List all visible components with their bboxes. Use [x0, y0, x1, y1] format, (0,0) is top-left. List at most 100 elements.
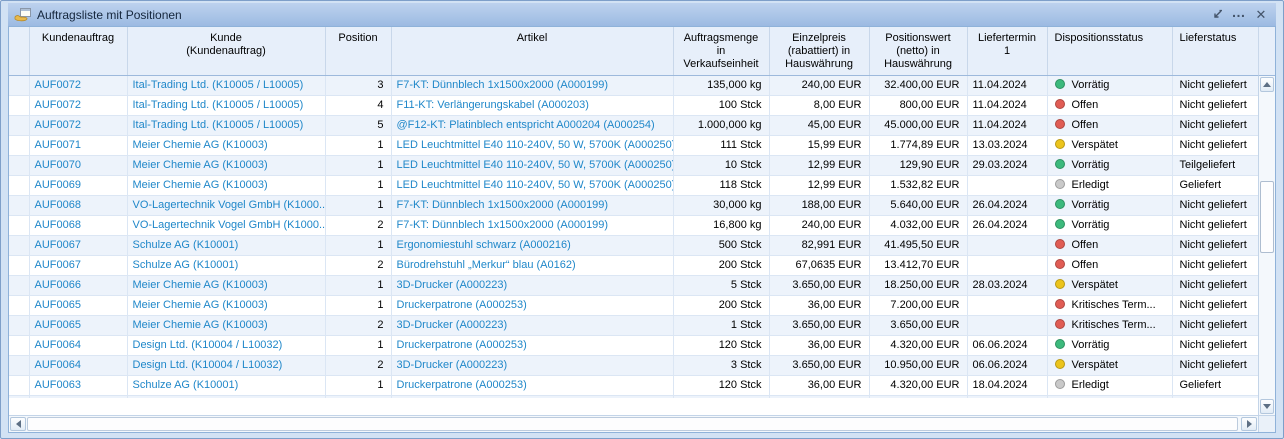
scroll-up-icon[interactable] — [1260, 77, 1274, 92]
cell-auftrag[interactable]: AUF0068 — [29, 215, 128, 236]
cell-kunde[interactable]: Ital-Trading Ltd. (K10005 / L10005) — [127, 115, 326, 136]
cell-auftrag[interactable]: AUF0065 — [29, 315, 128, 336]
scroll-right-icon[interactable] — [1241, 417, 1257, 431]
collapse-window-icon[interactable] — [1206, 6, 1228, 24]
dispo-status-label: Offen — [1071, 259, 1099, 271]
cell-artikel[interactable]: Druckerpatrone (A000253) — [391, 335, 674, 356]
column-header-auftrag[interactable]: Kundenauftrag — [29, 27, 128, 76]
cell-artikel[interactable]: LED Leuchtmittel E40 110-240V, 50 W, 570… — [391, 155, 674, 176]
table-row[interactable]: AUF0072 Ital-Trading Ltd. (K10005 / L1000… — [9, 75, 1259, 96]
table-row[interactable]: AUF0072 Ital-Trading Ltd. (K10005 / L1000… — [9, 95, 1259, 116]
cell-artikel[interactable]: Bürodrehstuhl „Merkur“ blau (A0162) — [391, 255, 674, 276]
cell-kunde[interactable]: Meier Chemie AG (K10003) — [127, 275, 326, 296]
column-header-lieferstatus[interactable]: Lieferstatus — [1172, 27, 1259, 76]
cell-auftrag[interactable]: AUF0067 — [29, 235, 128, 256]
column-header-kunde[interactable]: Kunde (Kundenauftrag) — [127, 27, 326, 76]
cell-kunde[interactable]: VO-Lagertechnik Vogel GmbH (K1000... — [127, 215, 326, 236]
cell-artikel[interactable]: LED Leuchtmittel E40 110-240V, 50 W, 570… — [391, 175, 674, 196]
cell-artikel[interactable]: F7-KT: Dünnblech 1x1500x2000 (A000199) — [391, 75, 674, 96]
table-row[interactable]: AUF0068 VO-Lagertechnik Vogel GmbH (K1000… — [9, 215, 1259, 236]
cell-wert: 18.250,00 EUR — [869, 275, 968, 296]
cell-auftrag[interactable]: AUF0063 — [29, 375, 128, 396]
cell-menge — [673, 395, 770, 398]
cell-artikel[interactable]: @F12-KT: Platinblech entspricht A000204 … — [391, 115, 674, 136]
cell-kunde[interactable]: VO-Lagertechnik Vogel GmbH (K1000... — [127, 195, 326, 216]
horizontal-scroll-track[interactable] — [27, 416, 1240, 432]
column-header-preis[interactable]: Einzelpreis (rabattiert) in Hauswährung — [769, 27, 870, 76]
cell-artikel[interactable]: 3D-Drucker (A000223) — [391, 275, 674, 296]
table-row[interactable]: AUF0070 Meier Chemie AG (K10003) 1 LED Leuc… — [9, 155, 1259, 176]
cell-kunde[interactable]: Meier Chemie AG (K10003) — [127, 175, 326, 196]
cell-kunde[interactable]: Schulze AG (K10001) — [127, 255, 326, 276]
column-header-position[interactable]: Position — [325, 27, 392, 76]
scroll-down-icon[interactable] — [1260, 399, 1274, 414]
cell-kunde[interactable]: Meier Chemie AG (K10003) — [127, 315, 326, 336]
scroll-left-icon[interactable] — [10, 417, 26, 431]
table-row[interactable]: AUF0067 Schulze AG (K10001) 2 Bürodrehstuhl… — [9, 255, 1259, 276]
dispo-status-label: Erledigt — [1071, 379, 1109, 391]
cell-kunde[interactable]: Meier Chemie AG (K10003) — [127, 295, 326, 316]
table-row[interactable]: AUF0064 Design Ltd. (K10004 / L10032) 2 3D-… — [9, 355, 1259, 376]
table-row[interactable]: AUF0072 Ital-Trading Ltd. (K10005 / L1000… — [9, 115, 1259, 136]
cell-position: 4 — [325, 95, 392, 116]
cell-auftrag[interactable]: AUF0070 — [29, 155, 128, 176]
cell-auftrag[interactable]: AUF0068 — [29, 195, 128, 216]
cell-auftrag[interactable]: AUF0067 — [29, 255, 128, 276]
cell-artikel[interactable]: 3D-Drucker (A000223) — [391, 315, 674, 336]
dispo-status-label: Verspätet — [1071, 279, 1118, 291]
table-row[interactable]: AUF0065 Meier Chemie AG (K10003) 1 Druckerp… — [9, 295, 1259, 316]
column-header-dispo[interactable]: Dispositionsstatus — [1047, 27, 1173, 76]
cell-preis: 36,00 EUR — [769, 375, 870, 396]
table-row[interactable]: AUF0071 Meier Chemie AG (K10003) 1 LED Leuc… — [9, 135, 1259, 156]
table-row[interactable]: AUF0063 Schulze AG (K10001) 1 Druckerpatron… — [9, 375, 1259, 396]
more-options-icon[interactable]: … — [1231, 3, 1247, 20]
cell-auftrag[interactable]: AUF0069 — [29, 175, 128, 196]
table-row[interactable]: AUF0069 Meier Chemie AG (K10003) 1 LED Leuc… — [9, 175, 1259, 196]
cell-termin — [967, 255, 1048, 276]
column-header-termin[interactable]: Liefertermin 1 — [967, 27, 1048, 76]
cell-auftrag[interactable]: AUF0064 — [29, 335, 128, 356]
table-row[interactable]: AUF0067 Schulze AG (K10001) 1 Ergonomiestuh… — [9, 235, 1259, 256]
column-header-menge[interactable]: Auftragsmenge in Verkaufseinheit — [673, 27, 770, 76]
cell-auftrag[interactable]: AUF0066 — [29, 275, 128, 296]
cell-kunde[interactable]: Meier Chemie AG (K10003) — [127, 135, 326, 156]
cell-auftrag[interactable]: AUF0072 — [29, 95, 128, 116]
cell-auftrag[interactable]: AUF0072 — [29, 75, 128, 96]
close-icon[interactable]: ✕ — [1255, 7, 1267, 22]
column-header-artikel[interactable]: Artikel — [391, 27, 674, 76]
vertical-scroll-track[interactable] — [1259, 93, 1275, 398]
horizontal-scrollbar[interactable] — [9, 415, 1258, 432]
cell-kunde[interactable]: Schulze AG (K10001) — [127, 235, 326, 256]
cell-wert: 45.000,00 EUR — [869, 115, 968, 136]
cell-artikel[interactable]: 3D-Drucker (A000223) — [391, 355, 674, 376]
cell-kunde[interactable]: Ital-Trading Ltd. (K10005 / L10005) — [127, 95, 326, 116]
cell-artikel[interactable]: Druckerpatrone (A000253) — [391, 295, 674, 316]
cell-kunde[interactable]: Design Ltd. (K10004 / L10032) — [127, 335, 326, 356]
vertical-scroll-thumb[interactable] — [1260, 181, 1274, 253]
table-row[interactable]: AUF0065 Meier Chemie AG (K10003) 2 3D-Druck… — [9, 315, 1259, 336]
cell-artikel[interactable]: F7-KT: Dünnblech 1x1500x2000 (A000199) — [391, 195, 674, 216]
column-header-wert[interactable]: Positionswert (netto) in Hauswährung — [869, 27, 968, 76]
horizontal-scroll-thumb[interactable] — [27, 417, 1238, 431]
cell-kunde[interactable]: Ital-Trading Ltd. (K10005 / L10005) — [127, 75, 326, 96]
cell-artikel[interactable]: F7-KT: Dünnblech 1x1500x2000 (A000199) — [391, 215, 674, 236]
cell-auftrag[interactable]: AUF0072 — [29, 115, 128, 136]
cell-auftrag[interactable]: AUF0065 — [29, 295, 128, 316]
cell-auftrag[interactable]: AUF0064 — [29, 355, 128, 376]
cell-kunde[interactable]: Schulze AG (K10001) — [127, 375, 326, 396]
dispo-status-label: Vorrätig — [1071, 159, 1110, 171]
cell-kunde[interactable]: Design Ltd. (K10004 / L10032) — [127, 355, 326, 376]
cell-kunde[interactable]: Meier Chemie AG (K10003) — [127, 155, 326, 176]
cell-artikel[interactable]: Ergonomiestuhl schwarz (A000216) — [391, 235, 674, 256]
table-row[interactable]: AUF0064 Design Ltd. (K10004 / L10032) 1 Dru… — [9, 335, 1259, 356]
cell-artikel[interactable]: F11-KT: Verlängerungskabel (A000203) — [391, 95, 674, 116]
vertical-scrollbar[interactable] — [1258, 76, 1275, 415]
table-row[interactable]: AUF0066 Meier Chemie AG (K10003) 1 3D-Druck… — [9, 275, 1259, 296]
table-row[interactable]: AUF0068 VO-Lagertechnik Vogel GmbH (K1000… — [9, 195, 1259, 216]
cell-artikel[interactable]: Druckerpatrone (A000253) — [391, 375, 674, 396]
cell-auftrag[interactable]: AUF0071 — [29, 135, 128, 156]
cell-sel — [9, 95, 30, 116]
cell-artikel[interactable]: LED Leuchtmittel E40 110-240V, 50 W, 570… — [391, 135, 674, 156]
cell-lieferstatus: Nicht geliefert — [1172, 295, 1259, 316]
status-dot-gray — [1054, 379, 1065, 389]
